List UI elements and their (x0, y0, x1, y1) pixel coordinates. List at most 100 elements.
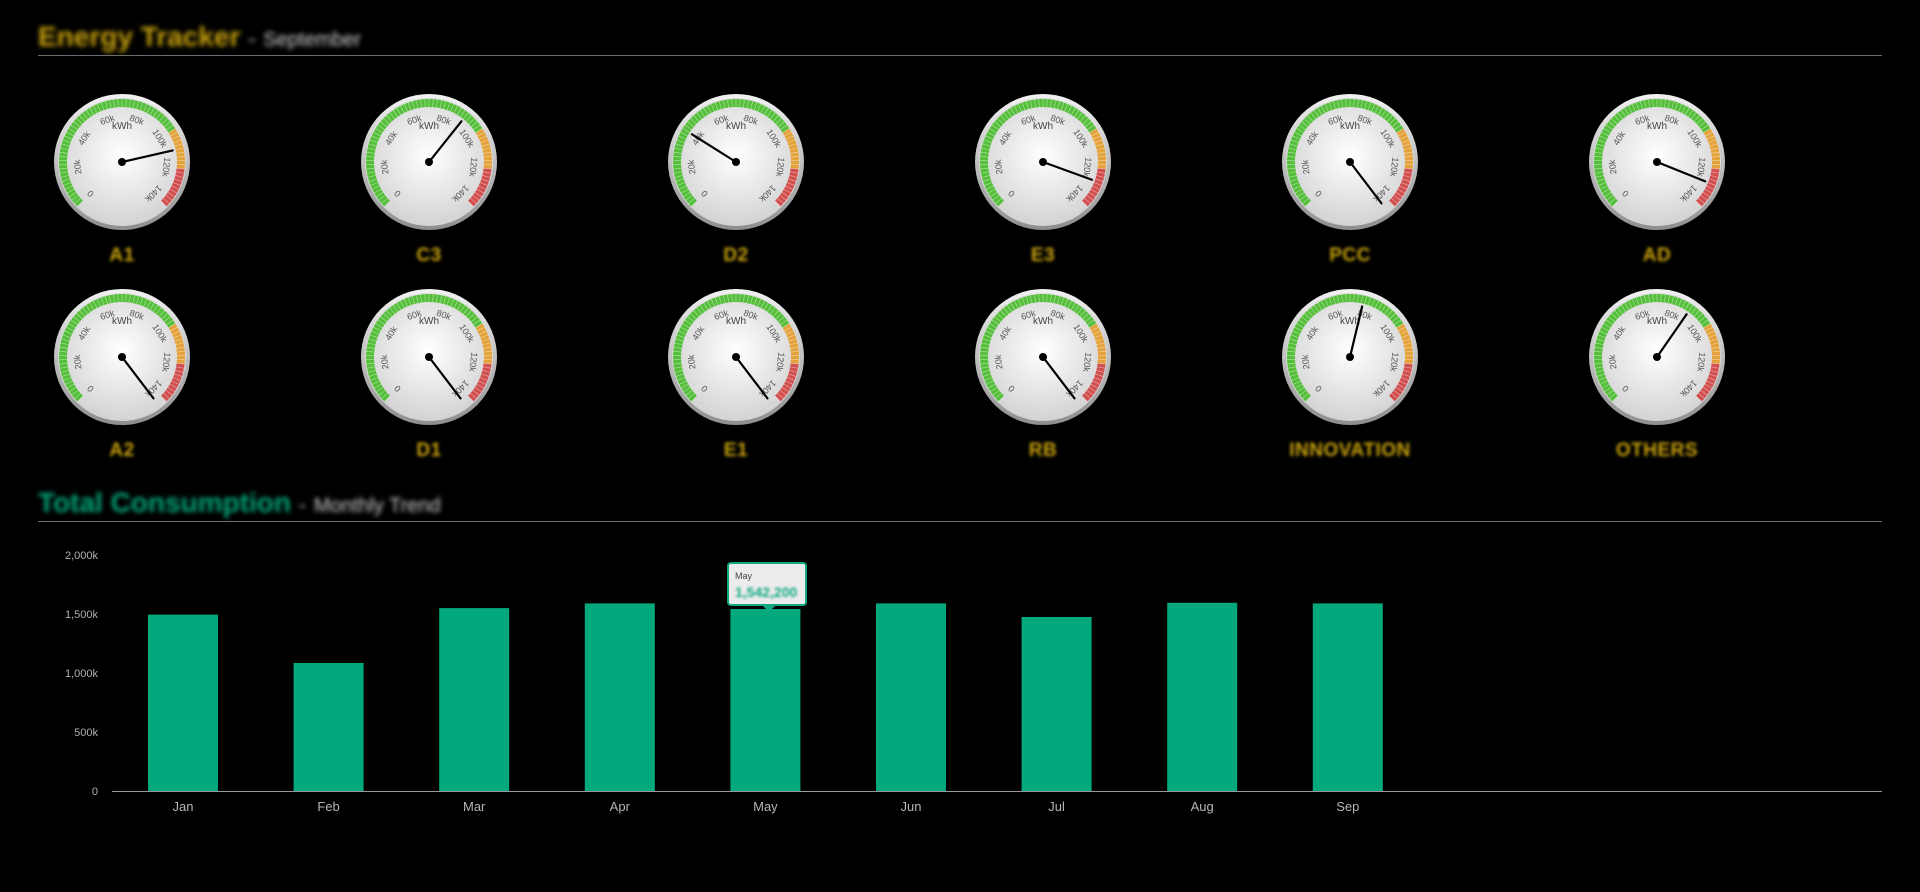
gauge-tick-label: 20k (686, 354, 698, 370)
tooltip-month: May (735, 571, 753, 581)
energy-tracker-title: Energy Tracker - September (38, 21, 362, 52)
gauge-tick-label: 20k (993, 159, 1005, 175)
gauge-tick-label: 120k (774, 157, 786, 178)
gauge-pcc: 0 20k 40k 60k 80k 100k 120k 140k kWh PCC (1280, 90, 1420, 266)
gauge-unit: kWh (1033, 121, 1053, 132)
gauge-tick-label: 80k (742, 113, 759, 127)
energy-tracker-header: Energy Tracker - September (38, 15, 1882, 56)
gauge-tick-label: 60k (713, 113, 730, 127)
gauge-unit: kWh (112, 121, 132, 132)
tooltip-arrow (762, 605, 776, 612)
total-consumption-title: Total Consumption - Monthly Trend (38, 487, 441, 518)
gauge-tick-label: 80k (1663, 308, 1680, 322)
y-tick-label: 1,500k (65, 609, 99, 621)
gauge-label: RB (1028, 440, 1058, 461)
gauge-needle (1348, 305, 1364, 359)
gauge-tick-label: 20k (1300, 159, 1312, 175)
gauge-tick-label: 120k (1388, 352, 1400, 373)
gauge-d2: 020k40k60k80k100k120k140kkWhD2 (666, 90, 806, 266)
gauge-tick-label: 20k (1607, 354, 1619, 370)
x-tick-label: Mar (463, 799, 486, 814)
gauge-tick-label: 20k (686, 159, 698, 175)
gauge-tick-label: 60k (1327, 308, 1344, 322)
gauge-needle (1041, 355, 1076, 400)
bar-jun[interactable] (876, 603, 946, 791)
gauge-tick-label: 20k (72, 159, 84, 175)
gauge-tick-label: 120k (1081, 157, 1093, 178)
x-tick-label: Aug (1191, 799, 1214, 814)
gauge-unit: kWh (112, 316, 132, 327)
gauge-innovation: 0 20k 40k 60k 80k 100k 120k 140k kWh INNOVATION (1280, 285, 1420, 461)
gauge-tick-label: 0 (1313, 188, 1324, 199)
gauge-label: D1 (416, 440, 442, 461)
gauge-tick-label: 60k (406, 308, 423, 322)
gauge-c3: 0 20k 40k 60k 80k 100k 120k 140k kWh C3 (359, 90, 499, 266)
tooltip-value: 1,542,200 (735, 584, 798, 600)
gauge-tick-label: 120k (1695, 157, 1707, 178)
gauge-tick-label: 0 (1620, 383, 1631, 394)
gauge-tick-label: 0 (1313, 383, 1324, 394)
y-tick-label: 500k (74, 727, 98, 739)
gauge-tick-label: 20k (993, 354, 1005, 370)
gauge-tick-label: 0 (699, 383, 710, 394)
x-tick-label: Jan (173, 799, 194, 814)
y-tick-label: 2,000k (65, 550, 99, 562)
gauge-tick-label: 60k (99, 308, 116, 322)
bar-apr[interactable] (584, 603, 655, 791)
x-tick-label: Jun (901, 799, 922, 814)
gauge-unit: kWh (1340, 121, 1360, 132)
gauge-tick-label: 0 (699, 188, 710, 199)
gauge-tick-label: 80k (1356, 113, 1373, 127)
gauge-unit: kWh (419, 316, 439, 327)
gauge-label: AD (1642, 245, 1672, 266)
gauge-tick-label: 0 (1006, 383, 1017, 394)
gauge-others: 0 20k 40k 60k 80k 100k 120k 140k kWh OTHERS (1587, 285, 1727, 461)
gauge-tick-label: 120k (467, 157, 479, 178)
gauge-tick-label: 120k (1081, 352, 1093, 373)
gauge-label: A2 (109, 440, 135, 461)
gauge-tick-label: 60k (406, 113, 423, 127)
gauge-tick-label: 80k (435, 113, 452, 127)
chart-tooltip: May 1,542,200 (727, 562, 807, 612)
gauge-tick-label: 120k (467, 352, 479, 373)
gauge-label: E1 (723, 440, 749, 461)
gauge-tick-label: 0 (85, 188, 96, 199)
bar-feb[interactable] (293, 662, 364, 791)
gauge-label: D2 (723, 245, 749, 266)
bar-jul[interactable] (1021, 616, 1092, 791)
gauge-tick-label: 20k (1607, 159, 1619, 175)
gauge-ad: 0 20k 40k 60k 80k 100k 120k 140k kWh AD (1587, 90, 1727, 266)
bar-jan[interactable] (148, 614, 218, 791)
gauge-needle (427, 120, 463, 164)
gauge-needle (690, 133, 738, 164)
bar-sep[interactable] (1312, 603, 1383, 791)
gauge-tick-label: 120k (160, 157, 172, 178)
gauge-needle (1655, 313, 1688, 359)
gauge-tick-label: 120k (160, 352, 172, 373)
bar-mar[interactable] (439, 608, 510, 791)
gauge-tick-label: 0 (392, 188, 403, 199)
gauge-tick-label: 20k (379, 354, 391, 370)
gauge-needle (120, 355, 155, 400)
bar-aug[interactable] (1167, 602, 1238, 791)
gauge-tick-label: 80k (128, 308, 145, 322)
gauge-unit: kWh (1033, 316, 1053, 327)
gauge-tick-label: 60k (1634, 113, 1651, 127)
gauge-tick-label: 80k (1049, 308, 1066, 322)
gauge-tick-label: 60k (1634, 308, 1651, 322)
bar-may[interactable] (730, 609, 801, 791)
gauge-tick-label: 80k (1049, 113, 1066, 127)
gauge-needle (427, 355, 462, 400)
x-tick-label: Apr (610, 799, 631, 814)
y-tick-label: 0 (92, 786, 98, 798)
gauge-tick-label: 60k (713, 308, 730, 322)
gauge-label: INNOVATION (1289, 440, 1411, 461)
